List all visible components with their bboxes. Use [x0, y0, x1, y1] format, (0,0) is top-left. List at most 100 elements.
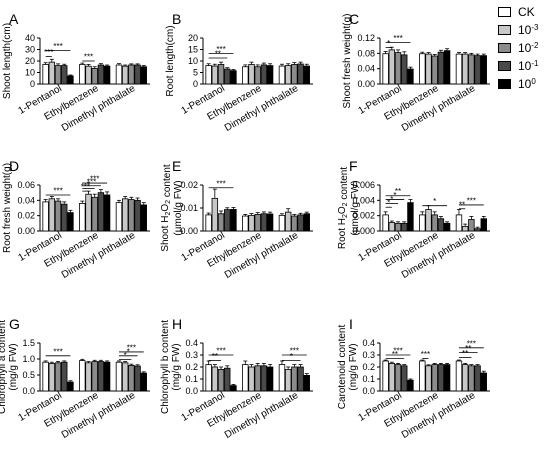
bar [121, 65, 129, 85]
bar [260, 365, 268, 392]
bar [242, 364, 249, 392]
significance-label: *** [393, 347, 402, 356]
legend-swatch-1e-2 [498, 43, 511, 53]
bar [425, 209, 432, 232]
bar [85, 362, 92, 392]
y-tick-label: 0.00 [180, 226, 198, 236]
bar [128, 364, 135, 392]
legend-label-1e-2-exp: -2 [531, 41, 539, 50]
bar [61, 361, 68, 392]
y-tick-label: 1.5 [22, 338, 35, 348]
bar [85, 193, 92, 232]
y-axis-label-line-0: Root fresh weight(g) [2, 163, 13, 253]
y-axis-label-seg-0: Chlorophyll a content [0, 320, 8, 414]
significance-label: *** [84, 53, 93, 62]
bar [407, 68, 414, 85]
bar [115, 361, 123, 392]
bar [42, 201, 49, 232]
y-tick-label: 0.08 [357, 48, 375, 58]
y-axis-label: Root H2O2 content(µmol/g FW) [337, 167, 361, 250]
bar [468, 54, 475, 85]
bar [266, 366, 274, 392]
bar [443, 364, 451, 392]
significance-label: *** [467, 339, 476, 348]
bar [260, 213, 268, 232]
bar [401, 365, 408, 392]
bar [134, 365, 141, 392]
y-axis-label-o: O [337, 206, 348, 214]
y-tick-label: 1.0 [22, 354, 35, 364]
y-axis-label-sub2b: 2 [342, 202, 349, 206]
bar [79, 202, 86, 232]
bar [425, 53, 432, 85]
bar [388, 222, 396, 232]
y-axis-label-o: O [160, 204, 171, 212]
significance-label: *** [90, 175, 99, 184]
bar [303, 213, 310, 232]
significance-label: *** [216, 179, 225, 188]
bar [140, 66, 147, 85]
bar [401, 54, 408, 85]
bar [407, 202, 414, 232]
bar [128, 64, 135, 85]
legend-label-1e-2-base: 10 [518, 41, 532, 55]
y-tick-label: 0.06 [17, 180, 35, 190]
bar [211, 366, 219, 392]
significance-label: ** [395, 187, 401, 196]
legend-label-1e0-exp: 0 [531, 77, 536, 86]
y-tick-label: 0.2 [185, 362, 198, 372]
y-axis-label: Chlorophyll a content(mg/g FW) [0, 320, 19, 414]
y-tick-label: 30 [25, 45, 35, 55]
bar [401, 222, 408, 232]
y-tick-label: 0.4 [185, 338, 198, 348]
y-axis-label-line-0: Carotenoid content [337, 325, 348, 410]
bar [67, 381, 74, 392]
bar [291, 366, 298, 392]
significance-label: * [290, 352, 293, 361]
bar [217, 64, 225, 85]
bar [205, 214, 212, 232]
significance-label: ** [392, 350, 398, 359]
bar [474, 228, 481, 232]
y-axis-label-line-0: Root H2O2 content [337, 167, 350, 250]
legend-label-1e-1-base: 10 [518, 59, 532, 73]
bar [437, 218, 445, 232]
legend-item-1e-3: 10-3 [498, 22, 550, 40]
y-axis-label-sub2a: 2 [165, 212, 172, 216]
legend-label-ck: CK [518, 4, 535, 20]
y-axis-label-seg-0: (mg/g FW) [348, 343, 359, 390]
bar [431, 214, 438, 232]
bar [121, 362, 129, 392]
bar [103, 194, 111, 232]
legend-label-1e-1-exp: -1 [531, 59, 539, 68]
y-axis-label-line-1: (µmol/g FW) [173, 180, 184, 235]
significance-label: ** [212, 352, 218, 361]
y-axis-label-seg-0: Shoot length(cm) [2, 23, 13, 99]
legend-swatch-1e-1 [498, 61, 511, 71]
bar [388, 49, 396, 85]
bar [461, 53, 469, 85]
y-axis-label-line-0: Shoot H2O2 content [160, 164, 173, 252]
y-axis-label-seg-0: Root length(cm) [165, 25, 176, 96]
bar [128, 199, 135, 232]
bar [468, 365, 475, 392]
legend-item-1e-2: 10-2 [498, 40, 550, 58]
bar [103, 361, 111, 392]
bar [394, 364, 402, 392]
bar [230, 385, 237, 392]
bar [42, 361, 49, 392]
y-axis-label-line-0: Shoot length(cm) [2, 23, 13, 99]
bar [419, 214, 426, 232]
y-tick-label: 0.02 [180, 180, 198, 190]
bar [254, 214, 261, 232]
bar [278, 65, 286, 85]
y-axis-label: Carotenoid content(mg/g FW) [337, 325, 359, 410]
significance-label: *** [290, 347, 299, 356]
y-tick-label: 0.3 [362, 350, 375, 360]
bar [217, 213, 225, 232]
